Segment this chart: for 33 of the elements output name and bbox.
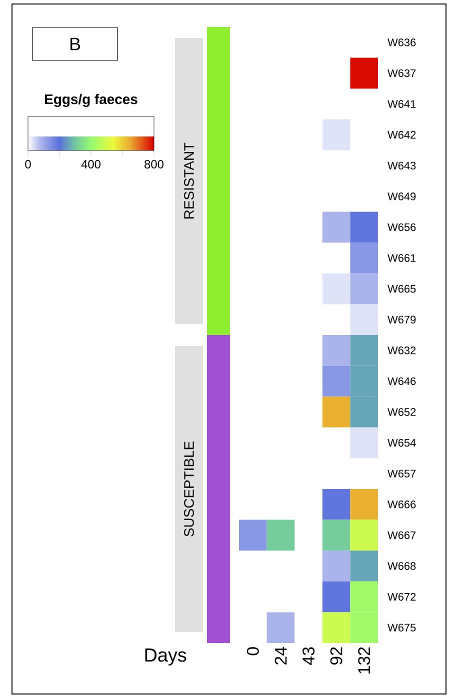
- y-tick-label: W667: [388, 531, 416, 540]
- y-tick-label: W656: [388, 223, 416, 232]
- x-tick-label: 92: [330, 647, 342, 665]
- x-tick-label: 43: [302, 647, 315, 665]
- y-tick-label: W665: [388, 284, 416, 293]
- y-tick-label: W649: [388, 192, 416, 200]
- y-tick-label: W672: [388, 592, 416, 601]
- y-tick-label: W636: [388, 38, 416, 46]
- y-tick-label: W632: [388, 346, 416, 354]
- y-tick-label: W642: [388, 130, 416, 139]
- y-tick-label: W646: [388, 377, 416, 386]
- y-tick-label: W661: [388, 254, 416, 262]
- color-bar-label: 0: [25, 160, 31, 168]
- y-tick-label: W675: [388, 624, 416, 632]
- y-tick-label: W666: [388, 500, 416, 508]
- text: B: [70, 38, 80, 50]
- x-tick-label: 132: [358, 647, 370, 674]
- x-tick-label: 0: [246, 647, 259, 656]
- color-bar-title: Eggs/g faeces: [45, 94, 138, 107]
- y-tick-label: W679: [388, 316, 416, 324]
- y-tick-label: W643: [388, 162, 416, 170]
- text: SUSCEPTIBLE: [184, 442, 194, 536]
- y-tick-label: W657: [388, 470, 416, 478]
- text: RESISTANT: [184, 142, 194, 218]
- y-tick-label: W652: [388, 408, 416, 416]
- y-tick-label: W641: [388, 100, 416, 108]
- color-bar-label: 800: [144, 160, 164, 168]
- color-bar-label: 400: [81, 160, 101, 168]
- y-tick-label: W654: [388, 438, 416, 447]
- y-tick-label: W668: [388, 562, 416, 570]
- x-tick-label: 24: [274, 647, 287, 665]
- x-axis-title: Days: [145, 648, 186, 666]
- y-tick-label: W637: [388, 69, 416, 78]
